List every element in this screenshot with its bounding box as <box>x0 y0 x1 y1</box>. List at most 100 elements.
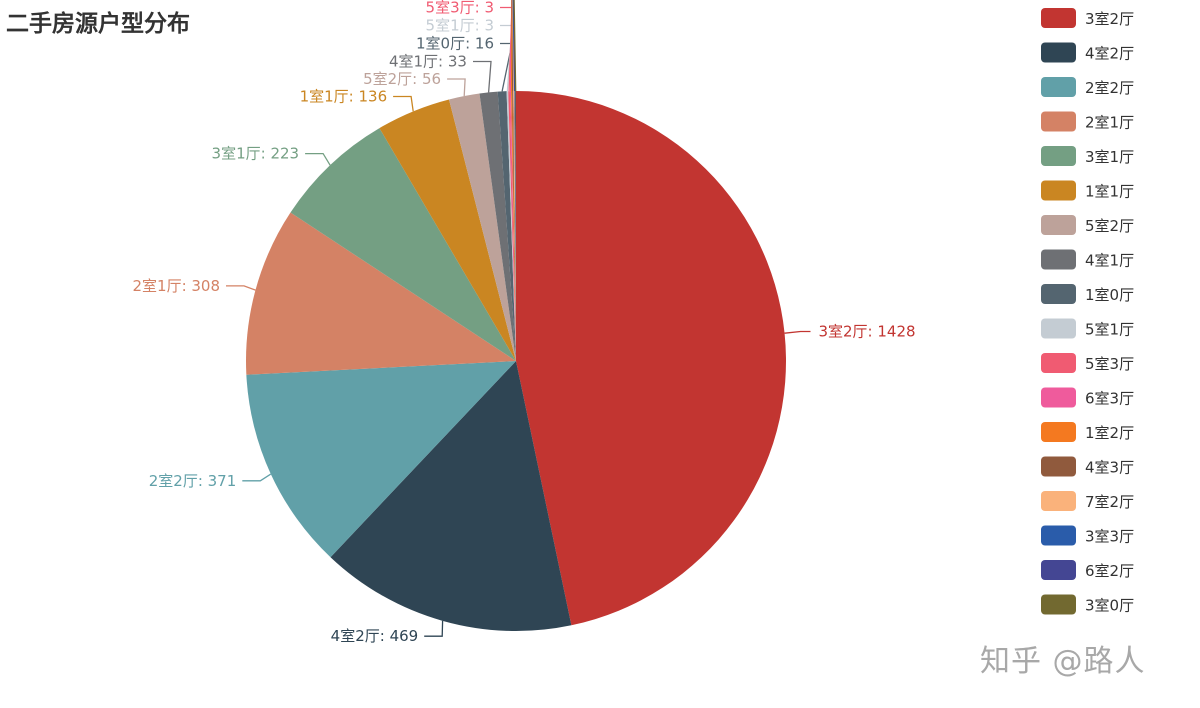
legend-label: 3室2厅 <box>1085 10 1134 28</box>
pie-slice-7[interactable] <box>449 93 516 361</box>
pie-slice-4[interactable] <box>246 212 517 375</box>
data-label: 5室3厅: 3 <box>426 0 494 17</box>
legend-label: 4室3厅 <box>1085 459 1134 477</box>
legend-swatch <box>1041 215 1076 235</box>
legend-label: 1室1厅 <box>1085 183 1134 201</box>
legend-item-13[interactable]: 1室2厅 <box>1041 422 1134 442</box>
legend-label: 7室2厅 <box>1085 493 1134 511</box>
legend-label: 6室2厅 <box>1085 562 1134 580</box>
legend-swatch <box>1041 456 1076 477</box>
data-label: 5室2厅: 56 <box>363 70 441 88</box>
legend-item-15[interactable]: 7室2厅 <box>1041 491 1134 511</box>
legend-swatch <box>1041 318 1076 339</box>
label-leader-line <box>424 620 444 637</box>
label-leader-line <box>305 152 331 166</box>
label-leader-line <box>784 330 811 334</box>
data-label: 2室1厅: 308 <box>132 277 220 295</box>
legend-swatch <box>1041 525 1076 546</box>
legend-item-1[interactable]: 3室2厅 <box>1041 8 1134 28</box>
pie-slice-17[interactable] <box>514 90 516 361</box>
legend-swatch <box>1041 491 1076 511</box>
legend-label: 3室3厅 <box>1085 528 1134 546</box>
pie-slice-6[interactable] <box>379 99 516 361</box>
legend-swatch <box>1041 353 1076 373</box>
legend-swatch <box>1041 180 1076 201</box>
legend-item-18[interactable]: 3室0厅 <box>1041 594 1134 615</box>
legend-label: 4室1厅 <box>1085 252 1134 270</box>
legend-swatch <box>1041 560 1076 580</box>
pie-slice-18[interactable] <box>515 90 516 361</box>
data-label: 1室1厅: 136 <box>300 88 388 106</box>
legend-swatch <box>1041 387 1076 408</box>
pie-slice-14[interactable] <box>512 91 516 361</box>
label-leader-line <box>511 0 514 92</box>
pie-slice-9[interactable] <box>497 91 516 361</box>
legend-item-6[interactable]: 1室1厅 <box>1041 180 1134 201</box>
pie-slice-1[interactable] <box>516 91 787 626</box>
data-label: 4室2厅: 469 <box>331 627 419 645</box>
legend-item-17[interactable]: 6室2厅 <box>1041 560 1134 580</box>
pie-slice-15[interactable] <box>513 91 516 362</box>
data-label: 3室2厅: 1428 <box>818 323 915 341</box>
label-leader-line <box>509 0 513 92</box>
legend-label: 2室1厅 <box>1085 114 1134 132</box>
legend-swatch <box>1041 249 1076 270</box>
label-leader-line <box>473 60 492 93</box>
pie-slice-5[interactable] <box>290 128 516 361</box>
label-leader-line <box>513 0 517 92</box>
legend-label: 2室2厅 <box>1085 79 1134 97</box>
data-label: 2室2厅: 371 <box>149 472 237 490</box>
label-leader-line <box>226 285 256 291</box>
legend-swatch <box>1041 77 1076 97</box>
pie-slice-10[interactable] <box>506 91 516 362</box>
legend-label: 6室3厅 <box>1085 390 1134 408</box>
legend-label: 1室0厅 <box>1085 286 1134 304</box>
label-leader-line <box>447 78 466 97</box>
legend-swatch <box>1041 284 1076 304</box>
legend-item-14[interactable]: 4室3厅 <box>1041 456 1134 477</box>
pie-slice-12[interactable] <box>509 91 516 362</box>
pie-slice-8[interactable] <box>479 91 516 362</box>
legend-item-5[interactable]: 3室1厅 <box>1041 146 1134 166</box>
legend-label: 3室1厅 <box>1085 148 1134 166</box>
legend-swatch <box>1041 111 1076 132</box>
legend-item-2[interactable]: 4室2厅 <box>1041 42 1134 63</box>
legend-item-9[interactable]: 1室0厅 <box>1041 284 1134 304</box>
legend-item-4[interactable]: 2室1厅 <box>1041 111 1134 132</box>
pie-slice-3[interactable] <box>246 361 516 558</box>
legend-label: 5室1厅 <box>1085 321 1134 339</box>
label-leader-line <box>393 95 414 112</box>
pie-slices <box>246 90 787 632</box>
legend-swatch <box>1041 594 1076 615</box>
legend-swatch <box>1041 422 1076 442</box>
watermark-text: 知乎 @路人 <box>980 644 1146 679</box>
legend-item-16[interactable]: 3室3厅 <box>1041 525 1134 546</box>
legend-swatch <box>1041 8 1076 28</box>
label-leader-line <box>510 0 513 92</box>
data-label: 1室0厅: 16 <box>416 35 494 53</box>
legend-item-10[interactable]: 5室1厅 <box>1041 318 1134 339</box>
pie-slice-2[interactable] <box>330 361 572 632</box>
data-label: 4室1厅: 33 <box>389 53 467 71</box>
legend-item-8[interactable]: 4室1厅 <box>1041 249 1134 270</box>
legend-item-7[interactable]: 5室2厅 <box>1041 215 1134 235</box>
data-label: 3室1厅: 223 <box>212 145 300 163</box>
pie-slice-16[interactable] <box>514 91 516 361</box>
pie-slice-11[interactable] <box>508 91 516 361</box>
chart-title: 二手房源户型分布 <box>6 11 190 37</box>
legend-label: 5室2厅 <box>1085 217 1134 235</box>
legend: 3室2厅 4室2厅 2室2厅 2室1厅 3室1厅 1室1厅 5室2厅 4室1厅 1室0厅 5室1厅… <box>1041 8 1134 615</box>
legend-label: 4室2厅 <box>1085 45 1134 63</box>
legend-label: 3室0厅 <box>1085 597 1134 615</box>
data-label: 5室1厅: 3 <box>426 17 494 35</box>
pie-labels: 3室2厅: 1428 4室2厅: 469 2室2厅: 371 2室1厅: 308 3室1… <box>132 0 916 645</box>
legend-item-3[interactable]: 2室2厅 <box>1041 77 1134 97</box>
label-leader-line <box>242 473 272 482</box>
legend-swatch <box>1041 42 1076 63</box>
legend-item-11[interactable]: 5室3厅 <box>1041 353 1134 373</box>
legend-item-12[interactable]: 6室3厅 <box>1041 387 1134 408</box>
legend-label: 5室3厅 <box>1085 355 1134 373</box>
legend-swatch <box>1041 146 1076 166</box>
pie-slice-13[interactable] <box>511 91 516 361</box>
